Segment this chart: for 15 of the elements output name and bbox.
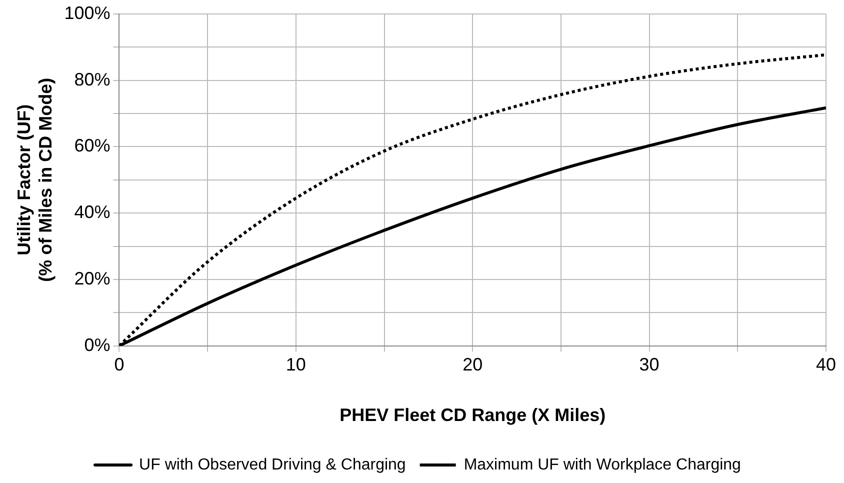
y-tick-label: 0% [84,334,110,355]
x-tick-label: 0 [114,354,124,375]
y-tick-label: 60% [74,136,110,156]
legend-label: UF with Observed Driving & Charging [139,456,406,474]
x-tick-label: 10 [286,354,306,375]
x-tick-label: 40 [816,354,836,375]
x-tick-label: 20 [462,354,483,375]
x-axis-title: PHEV Fleet CD Range (X Miles) [340,405,606,426]
y-tick-label: 80% [74,69,110,90]
y-tick-label: 20% [74,268,110,288]
x-tick-label: 30 [639,354,660,375]
y-tick-label: 100% [64,2,110,23]
y-tick-label: 40% [74,202,110,222]
legend-label: Maximum UF with Workplace Charging [464,456,741,474]
y-axis-title: Utility Factor (UF) (% of Miles in CD Mode) [14,78,56,282]
